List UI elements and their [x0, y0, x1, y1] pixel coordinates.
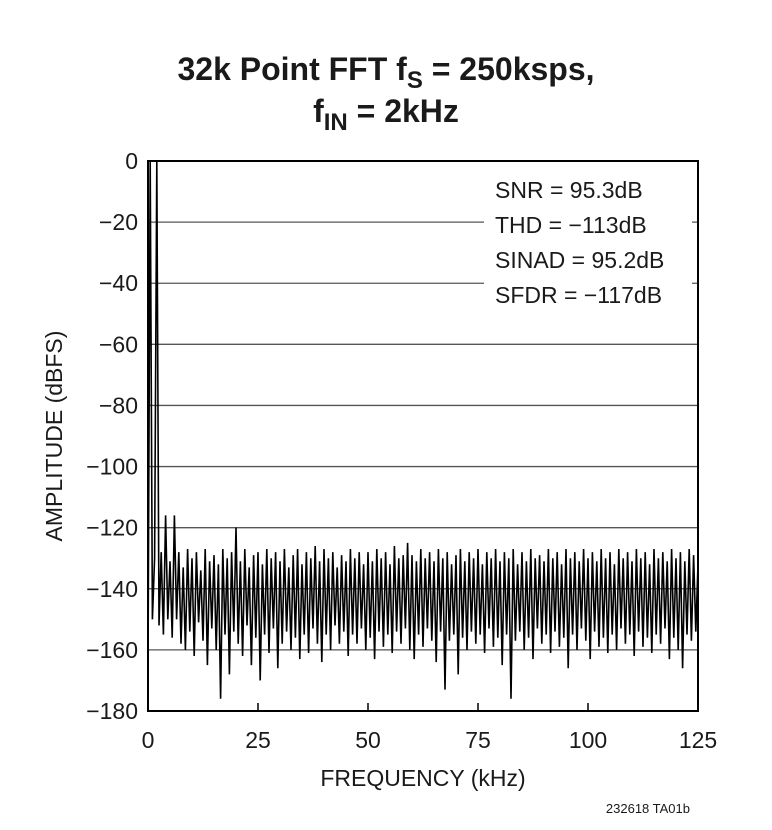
title-subscript: S — [407, 67, 423, 94]
y-tick-label: −120 — [86, 515, 138, 541]
chart-title: 32k Point FFT fS = 250ksps, — [177, 51, 594, 94]
annotation: THD = −113dB — [495, 212, 647, 238]
y-tick-label: −180 — [86, 698, 138, 724]
y-tick-label: −140 — [86, 576, 138, 602]
title-text: 32k Point FFT f — [177, 51, 407, 87]
y-tick-label: −60 — [99, 331, 138, 357]
x-tick-label: 0 — [142, 727, 155, 753]
annotation-box — [484, 171, 692, 311]
title-text: = 2kHz — [348, 93, 459, 129]
y-tick-label: −100 — [86, 454, 138, 480]
y-tick-label: 0 — [125, 148, 138, 174]
spectrum-line — [147, 160, 699, 699]
annotation: SNR = 95.3dB — [495, 177, 643, 203]
annotation: SINAD = 95.2dB — [495, 247, 664, 273]
plot-frame — [147, 160, 699, 712]
y-tick-label: −160 — [86, 637, 138, 663]
x-axis-label: FREQUENCY (kHz) — [320, 765, 525, 791]
x-tick-label: 125 — [679, 727, 717, 753]
x-tick-label: 50 — [355, 727, 381, 753]
chart-title: fIN = 2kHz — [313, 93, 459, 136]
y-tick-label: −80 — [99, 392, 138, 418]
title-text: = 250ksps, — [423, 51, 595, 87]
annotation: SFDR = −117dB — [495, 282, 662, 308]
y-tick-label: −20 — [99, 209, 138, 235]
y-axis-label: AMPLITUDE (dBFS) — [41, 331, 67, 542]
y-tick-label: −40 — [99, 270, 138, 296]
footnote: 232618 TA01b — [606, 801, 690, 816]
x-tick-label: 75 — [465, 727, 491, 753]
x-tick-label: 25 — [245, 727, 271, 753]
x-tick-label: 100 — [569, 727, 607, 753]
title-subscript: IN — [324, 109, 348, 136]
title-text: f — [313, 93, 324, 129]
